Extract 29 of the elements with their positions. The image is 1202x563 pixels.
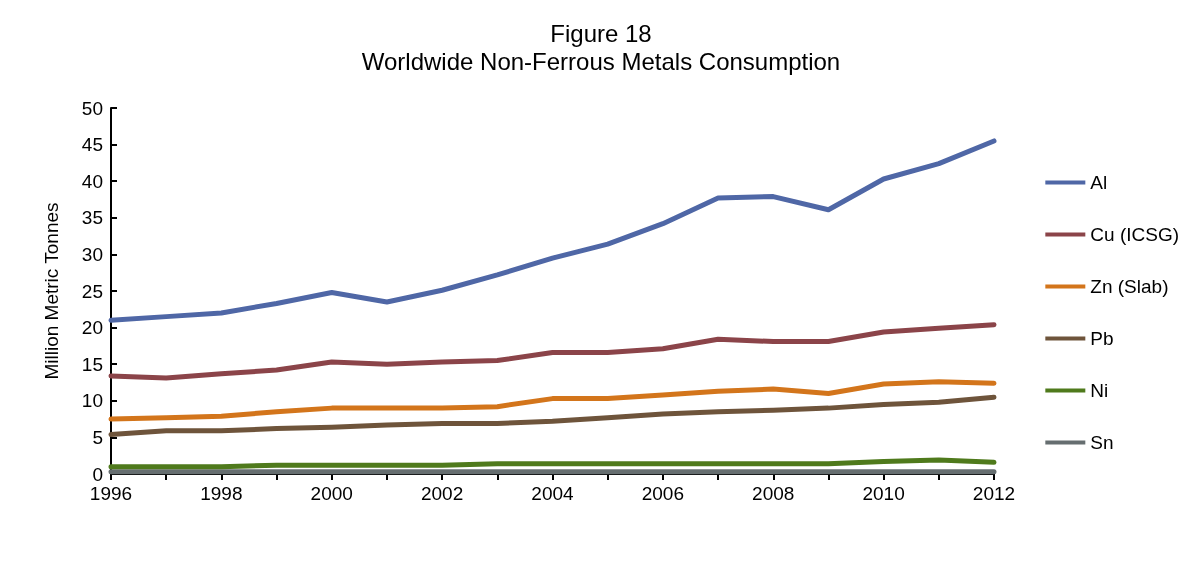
y-tick-label: 25	[81, 280, 103, 302]
x-tick-label: 1996	[89, 483, 133, 504]
x-tick-label: 2012	[972, 483, 1016, 504]
x-tick-label: 1998	[200, 483, 243, 504]
legend-label: Zn (Slab)	[1090, 276, 1169, 297]
y-axis-title: Million Metric Tonnes	[41, 202, 62, 380]
x-tick-label: 2008	[752, 483, 795, 504]
legend-label: Pb	[1090, 328, 1114, 349]
x-tick-label: 2004	[531, 483, 575, 504]
chart-title: Figure 18	[550, 19, 652, 47]
legend-label: Cu (ICSG)	[1090, 224, 1180, 245]
y-tick-label: 20	[81, 317, 103, 339]
y-tick-label: 15	[81, 353, 103, 375]
y-tick-label: 50	[81, 97, 103, 119]
legend-label: Sn	[1090, 432, 1114, 453]
x-tick-label: 2006	[641, 483, 685, 504]
y-tick-label: 40	[81, 170, 103, 192]
y-tick-label: 30	[81, 243, 103, 265]
y-tick-label: 45	[81, 134, 103, 156]
x-tick-label: 2000	[310, 483, 353, 504]
legend-label: Ni	[1090, 380, 1109, 401]
x-tick-label: 2010	[862, 483, 905, 504]
y-tick-label: 5	[92, 426, 103, 448]
x-tick-label: 2002	[420, 483, 464, 504]
y-tick-label: 10	[81, 390, 103, 412]
legend-label: Al	[1090, 172, 1108, 193]
y-tick-label: 0	[92, 463, 103, 485]
y-tick-label: 35	[81, 207, 103, 229]
chart-subtitle: Worldwide Non-Ferrous Metals Consumption	[361, 47, 841, 75]
